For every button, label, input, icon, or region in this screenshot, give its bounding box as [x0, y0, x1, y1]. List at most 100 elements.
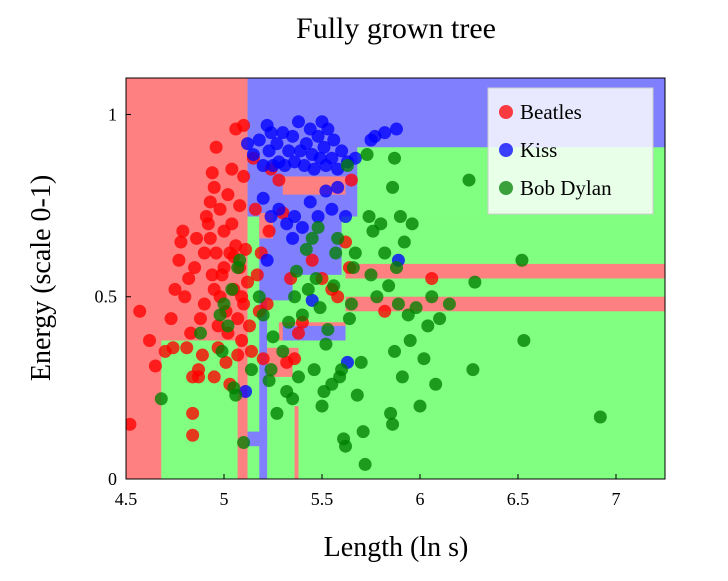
point-beatles-10: [176, 224, 190, 238]
point-beatles-64: [244, 344, 258, 358]
point-bob-dylan-34: [315, 399, 329, 413]
point-beatles-23: [197, 297, 211, 311]
point-beatles-28: [205, 166, 219, 180]
point-beatles-61: [239, 242, 253, 256]
point-bob-dylan-52: [354, 355, 368, 369]
point-beatles-26: [203, 195, 217, 209]
point-bob-dylan-80: [433, 312, 447, 326]
point-bob-dylan-21: [282, 315, 296, 329]
point-bob-dylan-31: [309, 272, 323, 285]
point-beatles-67: [250, 268, 264, 282]
point-kiss-29: [327, 133, 341, 147]
point-bob-dylan-61: [378, 246, 392, 260]
point-bob-dylan-54: [358, 457, 372, 471]
point-bob-dylan-6: [225, 282, 239, 296]
point-bob-dylan-30: [307, 363, 321, 377]
point-beatles-84: [331, 290, 345, 304]
point-kiss-48: [331, 180, 345, 194]
region-kiss-20: [247, 431, 268, 447]
point-kiss-30: [331, 162, 345, 176]
point-bob-dylan-72: [403, 333, 417, 347]
region-beatles-14: [294, 406, 299, 479]
point-kiss-1: [246, 148, 260, 162]
point-beatles-48: [225, 217, 239, 231]
point-bob-dylan-39: [327, 279, 341, 293]
point-bob-dylan-67: [391, 297, 405, 311]
point-beatles-31: [207, 370, 221, 384]
point-bob-dylan-56: [362, 210, 376, 224]
point-bob-dylan-24: [290, 264, 304, 278]
point-bob-dylan-28: [301, 282, 315, 296]
point-beatles-33: [209, 246, 223, 260]
point-beatles-25: [201, 217, 215, 231]
point-bob-dylan-11: [237, 436, 251, 450]
legend-label-bob-dylan: Bob Dylan: [520, 176, 612, 200]
y-tick-label-2: 1: [108, 104, 117, 124]
point-bob-dylan-79: [429, 377, 443, 391]
point-kiss-25: [317, 140, 331, 154]
point-beatles-41: [219, 355, 233, 369]
point-beatles-60: [237, 297, 251, 311]
point-bob-dylan-73: [405, 217, 419, 231]
point-bob-dylan-70: [397, 235, 411, 249]
point-beatles-17: [188, 261, 202, 275]
point-beatles-52: [231, 312, 245, 326]
point-bob-dylan-86: [517, 333, 531, 347]
point-bob-dylan-82: [462, 173, 476, 187]
point-bob-dylan-41: [331, 231, 345, 245]
point-kiss-8: [270, 137, 284, 151]
point-kiss-18: [299, 137, 313, 151]
point-bob-dylan-26: [295, 308, 309, 322]
point-bob-dylan-18: [270, 406, 284, 420]
x-tick-label-2: 5.5: [311, 489, 334, 509]
point-bob-dylan-23: [288, 290, 302, 304]
point-kiss-22: [311, 129, 325, 143]
point-kiss-17: [297, 158, 311, 172]
point-kiss-45: [311, 210, 325, 224]
point-bob-dylan-69: [395, 370, 409, 384]
point-bob-dylan-62: [382, 279, 396, 293]
point-kiss-14: [288, 155, 302, 169]
point-bob-dylan-8: [229, 388, 243, 402]
legend-marker-bob-dylan: [499, 181, 513, 195]
point-kiss-13: [286, 129, 300, 143]
point-bob-dylan-66: [389, 261, 403, 275]
point-bob-dylan-4: [217, 297, 231, 311]
point-beatles-92: [207, 282, 221, 296]
point-bob-dylan-25: [291, 370, 305, 384]
point-beatles-21: [195, 348, 209, 362]
point-bob-dylan-27: [299, 242, 313, 256]
point-kiss-10: [276, 126, 290, 140]
point-bob-dylan-53: [356, 425, 370, 439]
legend-box: [487, 87, 654, 215]
point-kiss-43: [295, 220, 309, 234]
legend-marker-kiss: [499, 143, 513, 157]
point-beatles-59: [237, 169, 251, 183]
point-beatles-12: [180, 341, 194, 355]
y-axis: 00.51: [95, 104, 131, 489]
point-kiss-54: [239, 385, 253, 399]
point-bob-dylan-37: [321, 323, 335, 337]
point-bob-dylan-81: [442, 297, 456, 311]
plot-frame: [125, 77, 666, 480]
point-kiss-42: [288, 210, 302, 224]
point-bob-dylan-3: [215, 344, 229, 358]
point-beatles-5: [164, 312, 178, 326]
point-kiss-50: [260, 253, 274, 267]
point-bob-dylan-63: [384, 406, 398, 420]
point-kiss-51: [286, 231, 300, 245]
point-kiss-35: [368, 129, 382, 143]
point-bob-dylan-48: [344, 297, 358, 311]
point-bob-dylan-17: [266, 330, 280, 344]
point-beatles-51: [229, 239, 243, 253]
point-bob-dylan-15: [262, 374, 276, 388]
point-bob-dylan-10: [233, 253, 247, 267]
point-beatles-20: [193, 312, 207, 326]
point-kiss-11: [278, 158, 292, 172]
point-kiss-36: [378, 126, 392, 140]
point-kiss-40: [272, 202, 286, 216]
point-bob-dylan-12: [244, 363, 258, 377]
point-bob-dylan-14: [256, 308, 270, 322]
series-bob-dylan: [154, 148, 607, 471]
region-beatles-11: [345, 296, 665, 312]
